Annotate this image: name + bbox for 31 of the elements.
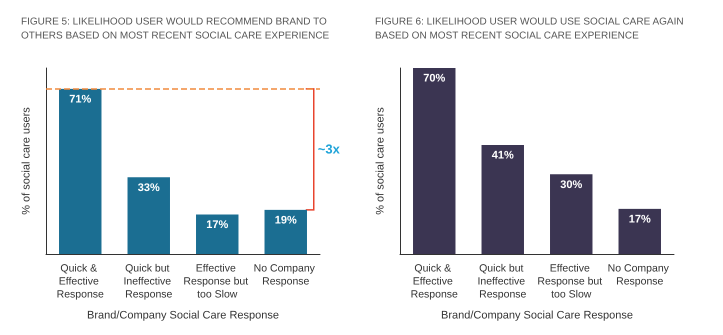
bar <box>59 88 102 254</box>
data-label: 30% <box>560 178 582 191</box>
annotation: ~3x <box>318 141 341 156</box>
x-tick-label: Effective Response but too Slow <box>537 262 606 300</box>
data-label: 41% <box>492 150 514 162</box>
x-tick-label: Quick but Ineffective Response <box>477 262 528 300</box>
data-label: 17% <box>206 218 228 231</box>
data-label: 33% <box>138 182 160 194</box>
x-tick-label: Quick but Ineffective Response <box>123 262 174 300</box>
bar <box>550 174 592 254</box>
data-label: 70% <box>423 72 446 84</box>
y-axis-title: % of social care users <box>374 106 386 215</box>
x-tick-label: No Company Response <box>608 262 672 288</box>
x-tick-label: No Company Response <box>254 262 318 288</box>
bar <box>413 68 456 254</box>
x-axis-title: Brand/Company Social Care Response <box>87 310 279 322</box>
bar <box>128 177 170 254</box>
chart-title: FIGURE 6: LIKELIHOOD USER WOULD USE SOCIAL CARE AGAIN BASED ON MOST RECENT SOCIAL CARE EXPERIENCE <box>375 16 686 42</box>
chart-title: FIGURE 5: LIKELIHOOD USER WOULD RECOMMEND BRAND TO OTHERS BASED ON MOST RECENT SOCIAL CARE EXPERIENCE <box>21 16 330 42</box>
y-axis-title: % of social care users <box>20 106 32 215</box>
bar <box>482 145 524 254</box>
data-label: 71% <box>69 93 92 106</box>
x-tick-label: Quick & Effective Response <box>410 262 458 300</box>
bar <box>264 210 307 254</box>
data-label: 17% <box>628 213 651 226</box>
bar <box>196 214 238 254</box>
data-label: 19% <box>274 214 297 226</box>
x-axis-title: Brand/Company Social Care Response <box>441 310 633 322</box>
x-tick-label: Effective Response but too Slow <box>183 262 252 300</box>
x-tick-label: Quick & Effective Response <box>56 262 104 300</box>
bar <box>618 208 661 254</box>
